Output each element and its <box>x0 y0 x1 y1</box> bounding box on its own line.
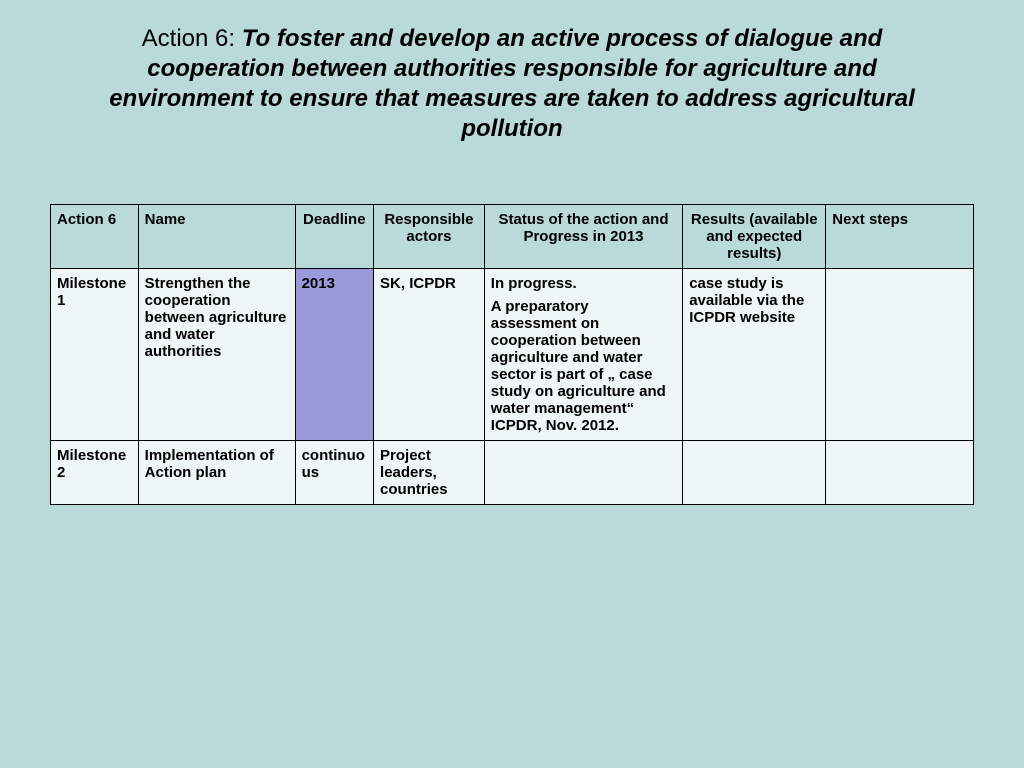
col-name: Name <box>138 205 295 269</box>
cell-deadline: 2013 <box>295 269 373 441</box>
cell-status: In progress. A preparatory assessment on… <box>484 269 682 441</box>
col-status: Status of the action and Progress in 201… <box>484 205 682 269</box>
cell-results <box>683 441 826 505</box>
cell-status <box>484 441 682 505</box>
col-results: Results (available and expected results) <box>683 205 826 269</box>
cell-next <box>826 269 974 441</box>
cell-next <box>826 441 974 505</box>
table-row: Milestone 2 Implementation of Action pla… <box>51 441 974 505</box>
status-lead: In progress. <box>491 275 676 292</box>
cell-name: Implementation of Action plan <box>138 441 295 505</box>
status-detail: A preparatory assessment on cooperation … <box>491 298 676 434</box>
col-responsible: Responsible actors <box>374 205 485 269</box>
cell-name: Strengthen the cooperation between agric… <box>138 269 295 441</box>
title-prefix: Action 6: <box>142 25 242 52</box>
col-deadline: Deadline <box>295 205 373 269</box>
cell-responsible: Project leaders, countries <box>374 441 485 505</box>
cell-results: case study is available via the ICPDR we… <box>683 269 826 441</box>
cell-responsible: SK, ICPDR <box>374 269 485 441</box>
col-action: Action 6 <box>51 205 139 269</box>
table-header-row: Action 6 Name Deadline Responsible actor… <box>51 205 974 269</box>
cell-deadline: continuous <box>295 441 373 505</box>
table-row: Milestone 1 Strengthen the cooperation b… <box>51 269 974 441</box>
slide-container: Action 6: To foster and develop an activ… <box>0 0 1024 768</box>
cell-action: Milestone 2 <box>51 441 139 505</box>
col-next: Next steps <box>826 205 974 269</box>
action-table: Action 6 Name Deadline Responsible actor… <box>50 204 974 505</box>
slide-title: Action 6: To foster and develop an activ… <box>72 24 952 144</box>
cell-action: Milestone 1 <box>51 269 139 441</box>
